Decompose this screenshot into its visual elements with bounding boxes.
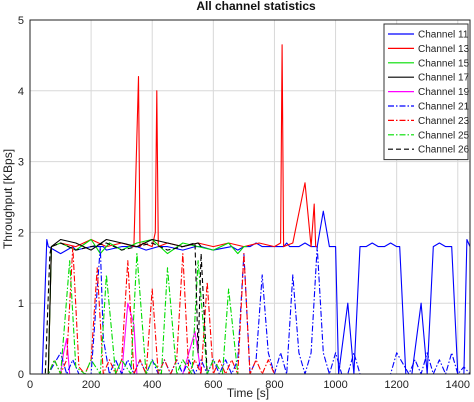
y-tick-label: 5 [18,15,24,27]
legend-box [383,23,469,161]
series-line-channel-19 [30,302,208,375]
series-line-channel-26 [30,242,214,375]
series-line-channel-25 [30,253,244,375]
legend-label: Channel 17 [418,73,470,84]
x-tick-label: 1000 [323,379,347,391]
plot-frame [29,19,471,375]
y-tick-label: 2 [18,227,24,239]
x-axis-title: Time [s] [227,386,269,400]
plot-area [30,44,471,375]
series-line-channel-17 [30,238,202,375]
series-line-channel-21 [30,246,471,375]
y-tick-label: 4 [18,86,24,98]
y-tick-label: 1 [18,298,24,310]
chart-title: All channel statistics [196,0,316,13]
legend-label: Channel 19 [418,87,470,98]
legend-label: Channel 13 [418,44,470,55]
x-tick-label: 0 [27,379,33,391]
legend-label: Channel 21 [418,102,470,113]
y-tick-label: 3 [18,157,24,169]
legend: Channel 11 Channel 13 Channel 15 Channel 17… [383,23,470,161]
x-tick-label: 1400 [446,379,470,391]
x-tick-label: 600 [204,379,222,391]
y-tick-label: 0 [18,369,24,381]
x-tick-label: 200 [82,379,100,391]
x-tick-label: 1200 [384,379,408,391]
x-tick-label: 400 [143,379,161,391]
legend-label: Channel 25 [418,130,470,141]
y-axis-ticks: 0 1 2 3 4 5 [18,15,24,381]
legend-label: Channel 23 [418,116,470,127]
x-axis-ticks: 0 200 400 600 800 1000 1200 1400 [27,379,470,391]
y-axis-title: Throughput [KBps] [1,149,15,249]
legend-label: Channel 15 [418,58,470,69]
x-tick-label: 800 [265,379,283,391]
legend-label: Channel 26 [418,145,470,156]
legend-label: Channel 11 [418,30,469,41]
series-line-channel-11 [30,210,471,375]
